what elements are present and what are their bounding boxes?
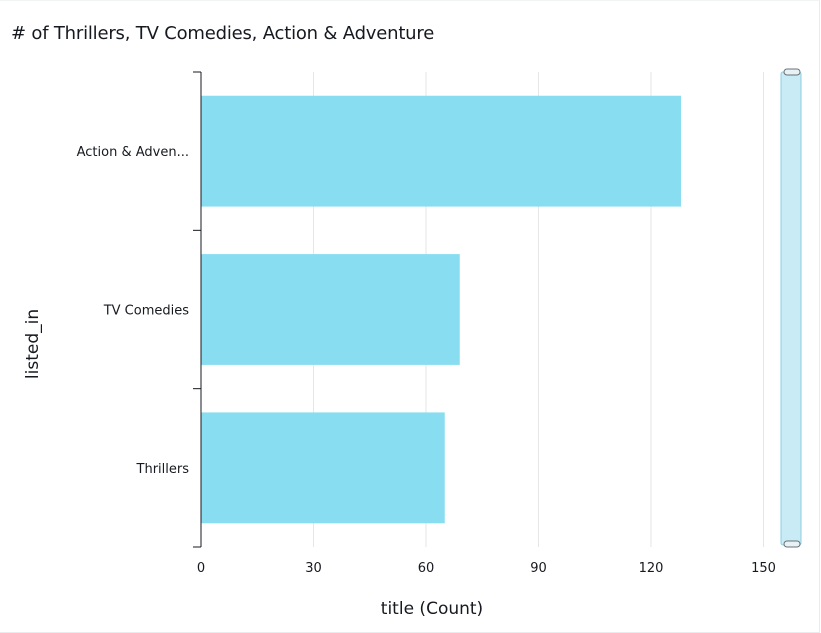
x-tick-label: 30 — [305, 561, 322, 576]
y-category-label: Action & Adven... — [77, 145, 189, 160]
bar[interactable] — [201, 412, 445, 524]
bars — [201, 95, 681, 524]
scroll-top-handle[interactable] — [783, 68, 801, 76]
y-axis-title: listed_in — [23, 309, 43, 379]
y-category-label: TV Comedies — [103, 304, 190, 319]
x-tick-label: 150 — [751, 561, 776, 576]
y-axis: Action & Adven... TV Comedies Thrillers — [77, 71, 202, 548]
x-tick-label: 0 — [197, 561, 205, 576]
x-axis-title: title (Count) — [381, 599, 483, 619]
y-category-label: Thrillers — [136, 462, 190, 477]
x-axis-ticks: 0 30 60 90 120 150 — [197, 561, 776, 576]
chart-title: # of Thrillers, TV Comedies, Action & Ad… — [11, 23, 435, 44]
scroll-bottom-handle[interactable] — [783, 540, 801, 548]
bar[interactable] — [201, 254, 460, 365]
vertical-scroll-range[interactable] — [780, 68, 802, 548]
scroll-range-track[interactable] — [780, 71, 802, 546]
x-tick-label: 60 — [418, 561, 435, 576]
x-tick-label: 120 — [639, 561, 664, 576]
x-tick-label: 90 — [530, 561, 547, 576]
bar[interactable] — [201, 95, 681, 207]
